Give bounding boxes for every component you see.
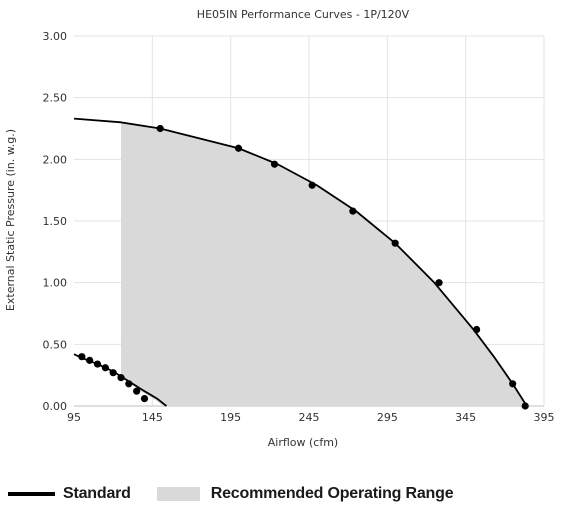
- data-point: [391, 239, 399, 247]
- legend-item-range: Recommended Operating Range: [131, 485, 454, 503]
- y-tick-label: 2.00: [43, 153, 68, 166]
- data-point: [133, 387, 141, 395]
- recommended-range-area: [121, 122, 527, 406]
- legend-line-swatch: [8, 492, 55, 496]
- data-point: [521, 402, 529, 410]
- data-point: [509, 380, 517, 388]
- legend-range-swatch: [156, 487, 200, 501]
- x-tick-label: 345: [455, 411, 476, 424]
- data-point: [435, 279, 443, 287]
- data-point: [78, 353, 86, 361]
- chart-title: HE05IN Performance Curves - 1P/120V: [197, 8, 410, 21]
- legend-label-range: Recommended Operating Range: [210, 485, 454, 502]
- y-tick-label: 1.50: [43, 215, 68, 228]
- data-point: [125, 380, 133, 388]
- y-tick-label: 1.00: [43, 277, 68, 290]
- legend-item-standard: Standard: [8, 485, 131, 503]
- series-layer: [73, 117, 529, 410]
- y-tick-label: 0.00: [43, 400, 68, 413]
- data-point: [308, 181, 316, 189]
- chart: HE05IN Performance Curves - 1P/120V 95 14…: [4, 8, 555, 449]
- y-tick-label: 2.50: [43, 92, 68, 105]
- data-point: [270, 160, 279, 168]
- data-point: [140, 395, 149, 403]
- data-point: [349, 207, 357, 215]
- data-point: [109, 369, 117, 377]
- x-tick-label: 245: [299, 411, 320, 424]
- y-tick-label: 0.50: [43, 338, 68, 351]
- x-tick-label: 95: [67, 411, 81, 424]
- recommended-range-fill: [121, 122, 527, 406]
- x-tick-label: 145: [142, 411, 163, 424]
- data-point: [234, 144, 243, 152]
- x-tick-label: 295: [377, 411, 398, 424]
- tick-labels: 95 145 195 245 295 345 395 0.00 0.50 1.00 1.50 2.00…: [43, 30, 555, 424]
- legend: Standard Recommended Operating Range: [8, 484, 454, 504]
- x-tick-label: 395: [534, 411, 555, 424]
- x-axis-label: Airflow (cfm): [268, 436, 338, 449]
- data-point: [86, 356, 94, 364]
- y-axis-label: External Static Pressure (in. w.g.): [4, 129, 17, 311]
- data-point: [117, 374, 125, 382]
- data-point: [473, 325, 481, 334]
- data-point: [156, 124, 164, 133]
- y-tick-label: 3.00: [43, 30, 68, 43]
- x-tick-label: 195: [220, 411, 241, 424]
- data-point: [93, 360, 102, 368]
- legend-label-standard: Standard: [63, 485, 131, 502]
- data-point: [101, 364, 109, 372]
